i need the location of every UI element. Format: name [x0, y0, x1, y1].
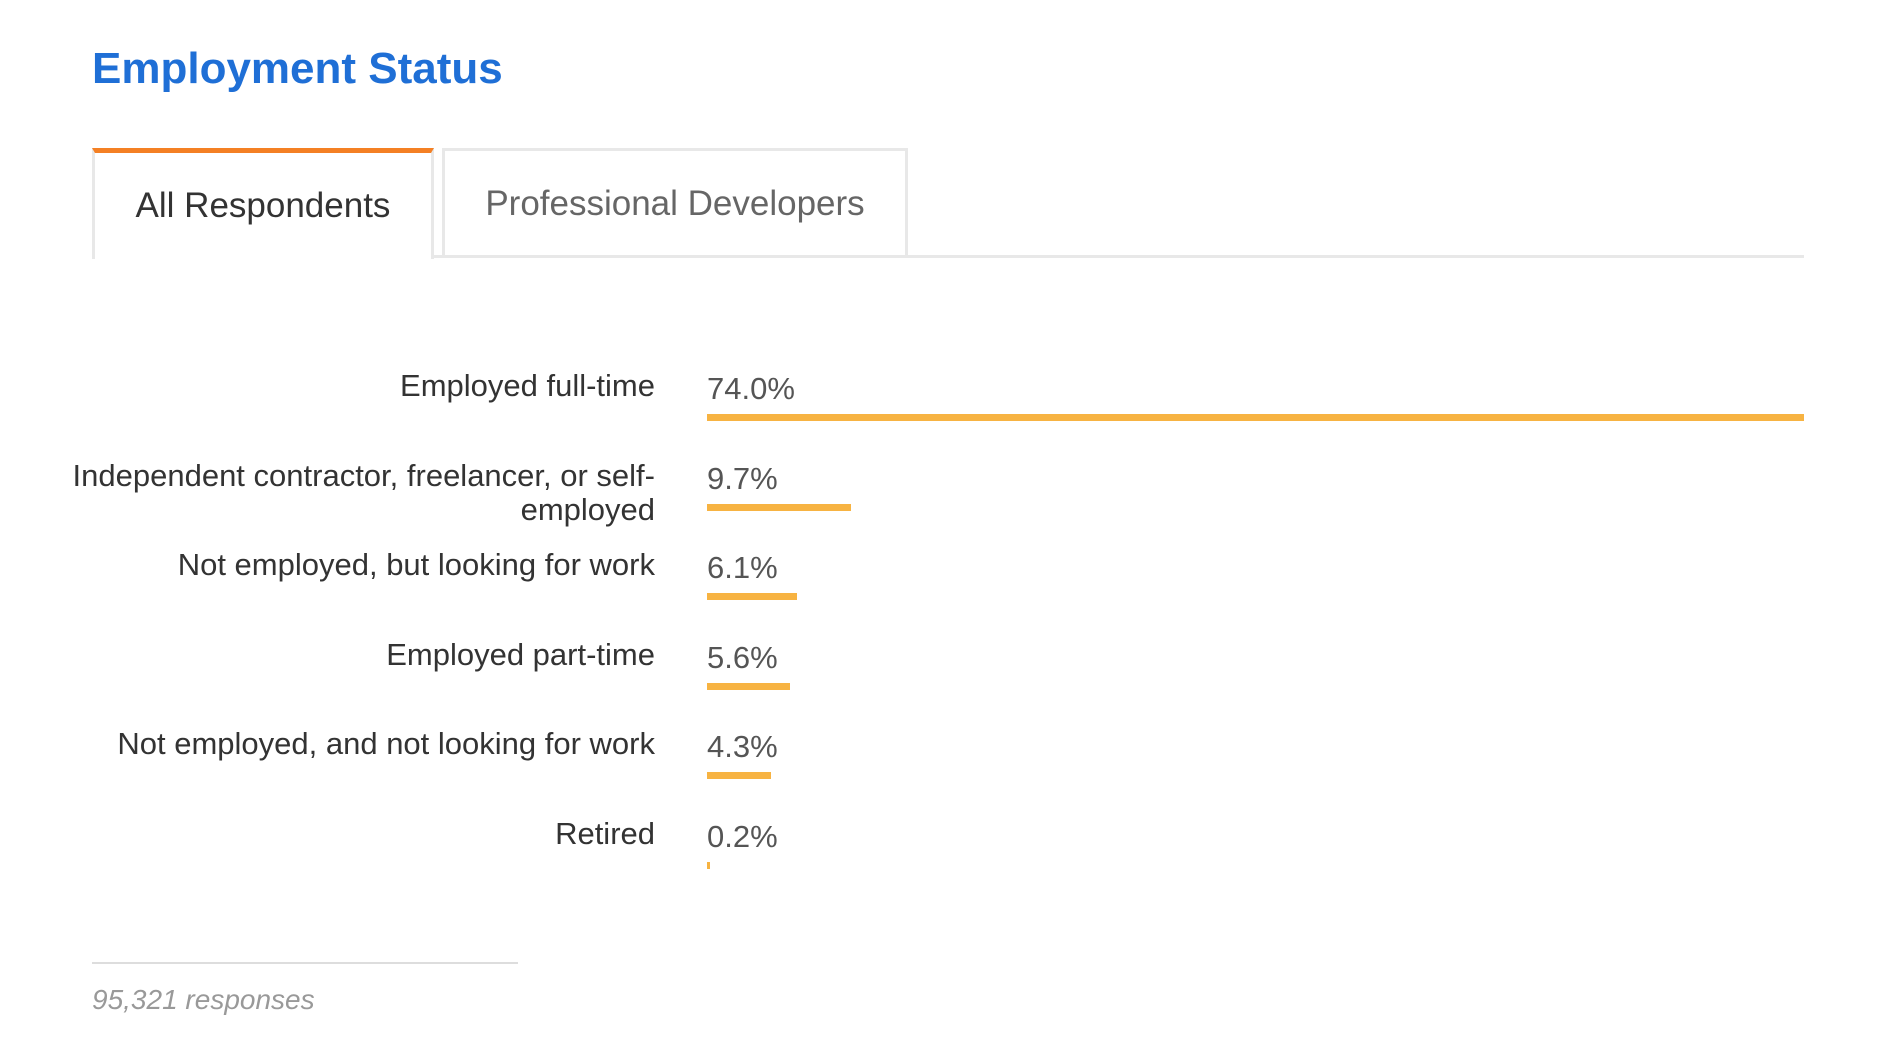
value-label: 4.3% [707, 729, 778, 764]
bar [707, 861, 710, 869]
tab-baseline [92, 255, 1804, 258]
bar [707, 414, 1804, 421]
chart-title: Employment Status [92, 44, 503, 93]
category-label: Independent contractor, freelancer, or s… [72, 457, 655, 527]
value-label: 9.7% [707, 460, 778, 496]
category-label: Not employed, but looking for work [177, 547, 655, 582]
category-label: Employed full-time [400, 368, 655, 403]
response-count: 95,321 responses [92, 984, 315, 1015]
category-label: Retired [555, 815, 655, 851]
bar [707, 593, 798, 600]
value-label: 6.1% [707, 550, 778, 585]
category-label: Not employed, and not looking for work [117, 726, 655, 761]
divider [92, 962, 518, 964]
bar [707, 772, 771, 779]
value-label: 74.0% [707, 371, 795, 406]
bar [707, 503, 851, 511]
value-label: 0.2% [707, 818, 778, 854]
category-label: Employed part-time [386, 636, 655, 672]
tab[interactable]: All Respondents [92, 148, 434, 259]
tab[interactable]: Professional Developers [442, 148, 908, 256]
bar [707, 682, 791, 690]
value-label: 5.6% [707, 639, 778, 675]
